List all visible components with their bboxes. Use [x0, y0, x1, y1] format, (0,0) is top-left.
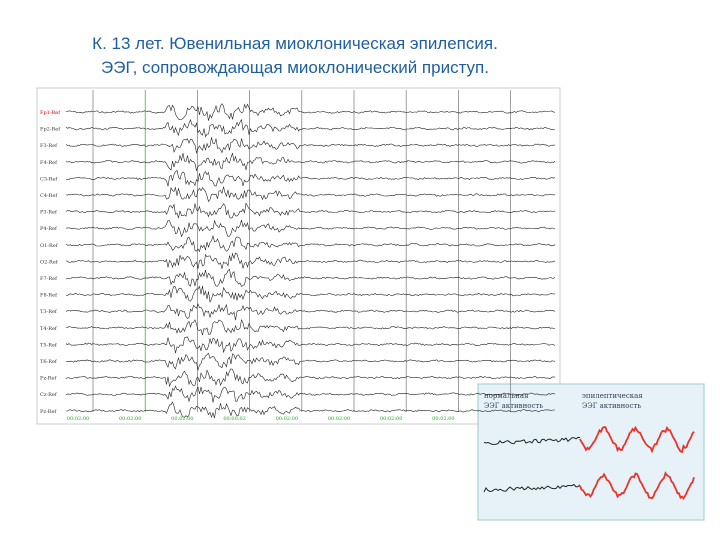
channel-label: Pz-Ref: [40, 409, 57, 415]
eeg-trace: [65, 186, 556, 203]
channel-label: P4-Ref: [40, 226, 58, 232]
eeg-trace: [65, 336, 556, 354]
channel-label: T4-Ref: [40, 326, 58, 332]
channel-label: Fp1-Ref: [40, 110, 61, 116]
channel-label: Fz-Ref: [40, 376, 58, 382]
channel-label: O1-Ref: [40, 243, 59, 249]
eeg-trace: [65, 118, 556, 138]
eeg-trace: [65, 152, 556, 172]
time-label: 00:02:00: [119, 416, 141, 422]
eeg-trace: [65, 352, 556, 371]
time-label: 00:00:02: [223, 416, 245, 422]
eeg-trace: [65, 268, 556, 287]
eeg-trace: [65, 234, 556, 253]
eeg-trace: [65, 285, 556, 303]
channel-label: O2-Ref: [40, 259, 59, 265]
channel-label: F3-Ref: [40, 143, 58, 149]
eeg-trace: [65, 137, 556, 154]
time-label: 00:02:00: [67, 416, 89, 422]
time-label: 00:02:00: [276, 416, 298, 422]
eeg-trace: [65, 368, 556, 388]
eeg-trace: [65, 385, 556, 403]
channel-label: P3-Ref: [40, 210, 58, 216]
channel-label: T6-Ref: [40, 359, 58, 365]
eeg-trace: [65, 169, 556, 187]
eeg-trace: [65, 219, 556, 238]
time-label: 00:02:00: [432, 416, 454, 422]
epileptic-trace: [579, 425, 695, 454]
time-label: 00:02:00: [328, 416, 350, 422]
channel-label: F4-Ref: [40, 160, 58, 166]
eeg-trace: [65, 103, 556, 121]
inset-label: ЭЭГ активность: [484, 402, 543, 410]
eeg-trace: [66, 401, 556, 419]
channel-label: Fp2-Ref: [40, 127, 61, 133]
channel-label: F7-Ref: [40, 276, 58, 282]
time-label: 00:02:00: [380, 416, 402, 422]
normal-trace: [483, 436, 581, 445]
inset-label: эпилептическая: [582, 392, 643, 400]
eeg-trace: [65, 252, 556, 269]
epileptic-trace: [579, 471, 695, 500]
channel-label: T3-Ref: [40, 309, 58, 315]
eeg-trace: [65, 303, 556, 321]
eeg-trace: [65, 202, 556, 219]
inset-label: ЭЭГ активность: [582, 402, 641, 410]
inset-frame: [477, 383, 705, 521]
channel-label: T5-Ref: [40, 342, 58, 348]
channel-label: C3-Ref: [40, 176, 58, 182]
title-line: К. 13 лет. Ювенильная миоклоническая эпи…: [92, 34, 498, 53]
time-label: 00:02:00: [171, 416, 193, 422]
channel-label: F8-Ref: [40, 293, 58, 299]
title-line: ЭЭГ, сопровождающая миоклонический прист…: [101, 58, 489, 77]
inset-label: нормальная: [484, 392, 529, 400]
eeg-frame: [36, 87, 561, 425]
channel-label: C4-Ref: [40, 193, 58, 199]
channel-label: Cz-Ref: [40, 392, 58, 398]
normal-trace: [483, 483, 581, 493]
eeg-trace: [65, 318, 556, 336]
